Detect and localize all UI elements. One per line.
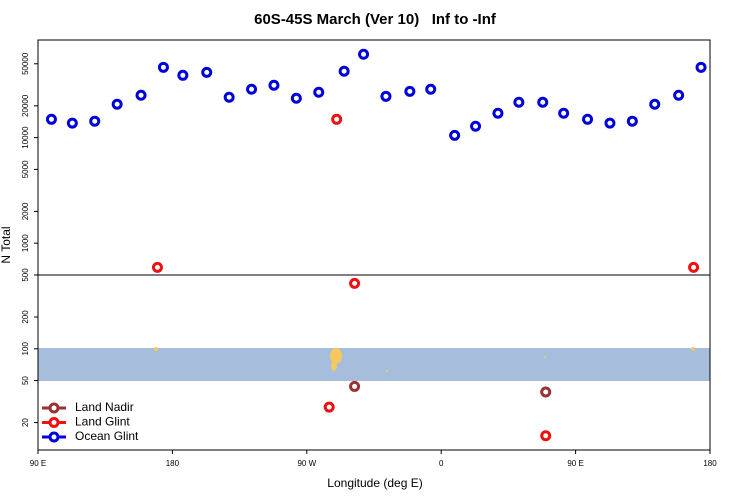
legend-marker: [48, 402, 60, 414]
y-tick-label: 500: [21, 268, 30, 282]
point: [111, 98, 123, 110]
y-axis-label: N Total: [0, 226, 13, 263]
point: [246, 83, 258, 95]
y-tick-label: 1000: [21, 234, 30, 252]
y-tick-label: 50000: [21, 52, 30, 75]
point: [513, 96, 525, 108]
plot-frame: [37, 39, 711, 451]
point: [177, 69, 189, 81]
point: [540, 430, 552, 442]
legend-label: Ocean Glint: [75, 429, 139, 443]
x-tick-label: 90 E: [30, 459, 46, 468]
x-tick-label: 90 W: [297, 459, 316, 468]
point: [604, 117, 616, 129]
point: [151, 261, 163, 273]
point: [380, 90, 392, 102]
point: [492, 107, 504, 119]
point: [449, 129, 461, 141]
point: [45, 113, 57, 125]
ocean-band: [38, 348, 710, 381]
point: [338, 65, 350, 77]
legend-marker: [48, 431, 60, 443]
point: [358, 48, 370, 60]
point: [349, 380, 361, 392]
point: [582, 113, 594, 125]
point: [626, 115, 638, 127]
point: [323, 401, 335, 413]
y-tick-label: 100: [21, 342, 30, 356]
point: [470, 120, 482, 132]
point: [558, 107, 570, 119]
point: [695, 61, 707, 73]
point: [157, 61, 169, 73]
point: [290, 92, 302, 104]
point: [66, 117, 78, 129]
legend-marker: [48, 417, 60, 428]
point: [425, 83, 437, 95]
y-tick-label: 2000: [21, 202, 30, 220]
x-tick-label: 180: [703, 459, 717, 468]
point: [540, 386, 552, 398]
point: [135, 89, 147, 101]
point: [649, 98, 661, 110]
x-axis-label: Longitude (deg E): [327, 476, 422, 490]
point: [268, 79, 280, 91]
point: [89, 115, 101, 127]
point: [349, 277, 361, 289]
y-tick-label: 10000: [21, 126, 30, 149]
y-tick-label: 20: [21, 418, 30, 427]
x-tick-label: 180: [166, 459, 180, 468]
land-shapes: [154, 347, 695, 372]
y-tick-label: 50: [21, 376, 30, 385]
point: [404, 85, 416, 97]
y-tick-label: 20000: [21, 94, 30, 117]
point: [537, 96, 549, 108]
point: [201, 66, 213, 78]
point: [223, 91, 235, 103]
point: [688, 261, 700, 273]
y-tick-label: 200: [21, 310, 30, 324]
legend-label: Land Glint: [75, 415, 130, 429]
x-tick-label: 0: [439, 459, 444, 468]
x-tick-label: 90 E: [567, 459, 583, 468]
point: [313, 86, 325, 98]
chart-title: 60S-45S March (Ver 10) Inf to -Inf: [254, 11, 497, 28]
point: [331, 113, 343, 125]
legend-label: Land Nadir: [75, 400, 134, 414]
y-tick-label: 5000: [21, 160, 30, 178]
point: [673, 89, 685, 101]
